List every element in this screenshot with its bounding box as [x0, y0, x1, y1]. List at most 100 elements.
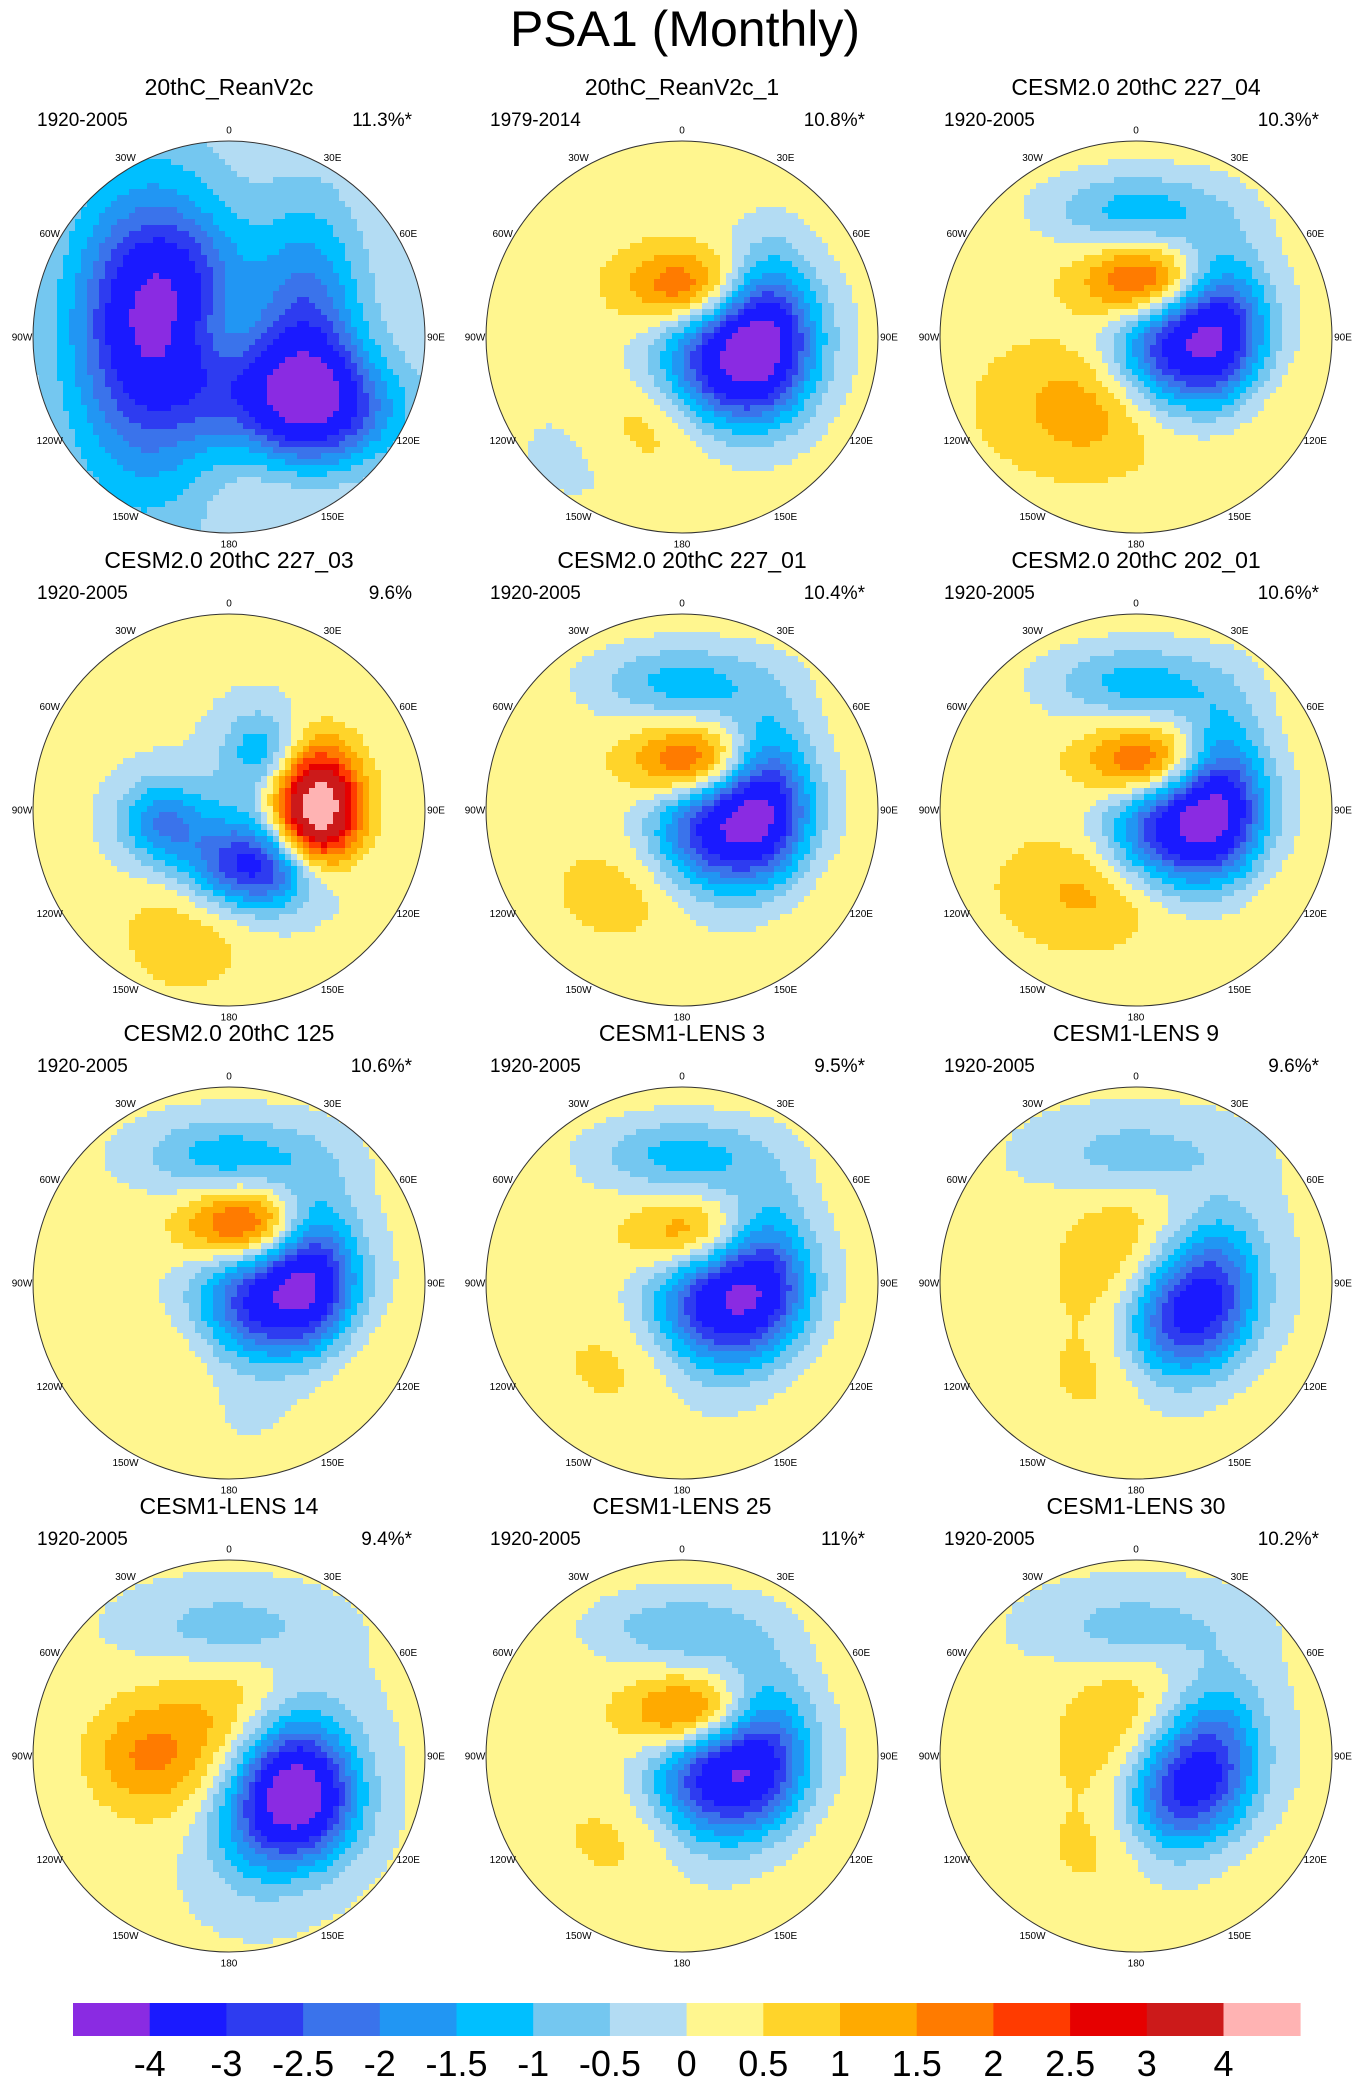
- contour-cell: [498, 261, 505, 268]
- contour-cell: [273, 501, 280, 508]
- contour-cell: [33, 375, 40, 382]
- contour-cell: [768, 207, 775, 214]
- contour-cell: [255, 459, 262, 466]
- contour-cell: [339, 435, 346, 442]
- contour-cell: [315, 243, 322, 250]
- contour-cell: [600, 261, 607, 268]
- contour-cell: [834, 249, 841, 256]
- contour-cell: [726, 159, 733, 166]
- contour-cell: [279, 297, 286, 304]
- contour-cell: [207, 231, 214, 238]
- contour-cell: [726, 225, 733, 232]
- contour-cell: [159, 339, 166, 346]
- contour-cell: [213, 447, 220, 454]
- contour-cell: [714, 195, 721, 202]
- contour-cell: [189, 165, 196, 172]
- contour-cell: [534, 255, 541, 262]
- contour-cell: [558, 255, 565, 262]
- longitude-label: 150W: [112, 512, 139, 523]
- contour-cell: [636, 219, 643, 226]
- contour-cell: [45, 381, 52, 388]
- contour-cell: [225, 231, 232, 238]
- contour-cell: [417, 381, 424, 388]
- contour-cell: [93, 387, 100, 394]
- contour-cell: [339, 267, 346, 274]
- contour-cell: [345, 339, 352, 346]
- contour-cell: [528, 231, 535, 238]
- contour-cell: [105, 207, 112, 214]
- contour-cell: [261, 459, 268, 466]
- contour-cell: [708, 177, 715, 184]
- contour-cell: [201, 273, 208, 280]
- contour-cell: [117, 477, 124, 484]
- contour-cell: [708, 291, 715, 298]
- contour-cell: [309, 453, 316, 460]
- contour-cell: [207, 279, 214, 286]
- contour-cell: [321, 333, 328, 340]
- contour-cell: [774, 255, 781, 262]
- contour-cell: [654, 177, 661, 184]
- contour-cell: [720, 201, 727, 208]
- contour-cell: [141, 183, 148, 190]
- contour-cell: [666, 267, 673, 274]
- contour-cell: [33, 339, 40, 346]
- contour-cell: [636, 291, 643, 298]
- contour-cell: [195, 333, 202, 340]
- contour-cell: [726, 279, 733, 286]
- contour-cell: [159, 165, 166, 172]
- contour-cell: [588, 183, 595, 190]
- contour-cell: [39, 345, 46, 352]
- contour-cell: [93, 459, 100, 466]
- contour-cell: [750, 177, 757, 184]
- contour-cell: [327, 345, 334, 352]
- contour-cell: [141, 435, 148, 442]
- contour-cell: [243, 189, 250, 196]
- contour-cell: [762, 195, 769, 202]
- contour-cell: [213, 369, 220, 376]
- contour-cell: [285, 495, 292, 502]
- contour-cell: [303, 501, 310, 508]
- contour-cell: [315, 369, 322, 376]
- contour-cell: [804, 291, 811, 298]
- contour-cell: [648, 243, 655, 250]
- contour-cell: [237, 321, 244, 328]
- contour-cell: [195, 159, 202, 166]
- contour-cell: [123, 171, 130, 178]
- contour-cell: [57, 417, 64, 424]
- contour-cell: [309, 189, 316, 196]
- contour-cell: [630, 261, 637, 268]
- contour-cell: [810, 183, 817, 190]
- contour-cell: [231, 387, 238, 394]
- contour-cell: [111, 225, 118, 232]
- contour-cell: [393, 309, 400, 316]
- contour-cell: [141, 441, 148, 448]
- contour-cell: [738, 297, 745, 304]
- contour-cell: [237, 267, 244, 274]
- contour-cell: [720, 285, 727, 292]
- contour-cell: [327, 435, 334, 442]
- contour-cell: [165, 297, 172, 304]
- contour-cell: [195, 417, 202, 424]
- contour-cell: [321, 471, 328, 478]
- contour-cell: [207, 507, 214, 514]
- contour-cell: [129, 363, 136, 370]
- contour-cell: [279, 171, 286, 178]
- contour-cell: [87, 315, 94, 322]
- contour-cell: [540, 267, 547, 274]
- contour-cell: [792, 195, 799, 202]
- contour-cell: [57, 243, 64, 250]
- contour-cell: [339, 279, 346, 286]
- contour-cell: [159, 387, 166, 394]
- contour-cell: [213, 345, 220, 352]
- contour-cell: [750, 249, 757, 256]
- contour-cell: [99, 471, 106, 478]
- contour-cell: [357, 333, 364, 340]
- contour-cell: [81, 339, 88, 346]
- contour-cell: [171, 195, 178, 202]
- contour-cell: [81, 303, 88, 310]
- contour-cell: [249, 189, 256, 196]
- contour-cell: [255, 255, 262, 262]
- contour-cell: [345, 363, 352, 370]
- contour-cell: [630, 237, 637, 244]
- contour-cell: [648, 291, 655, 298]
